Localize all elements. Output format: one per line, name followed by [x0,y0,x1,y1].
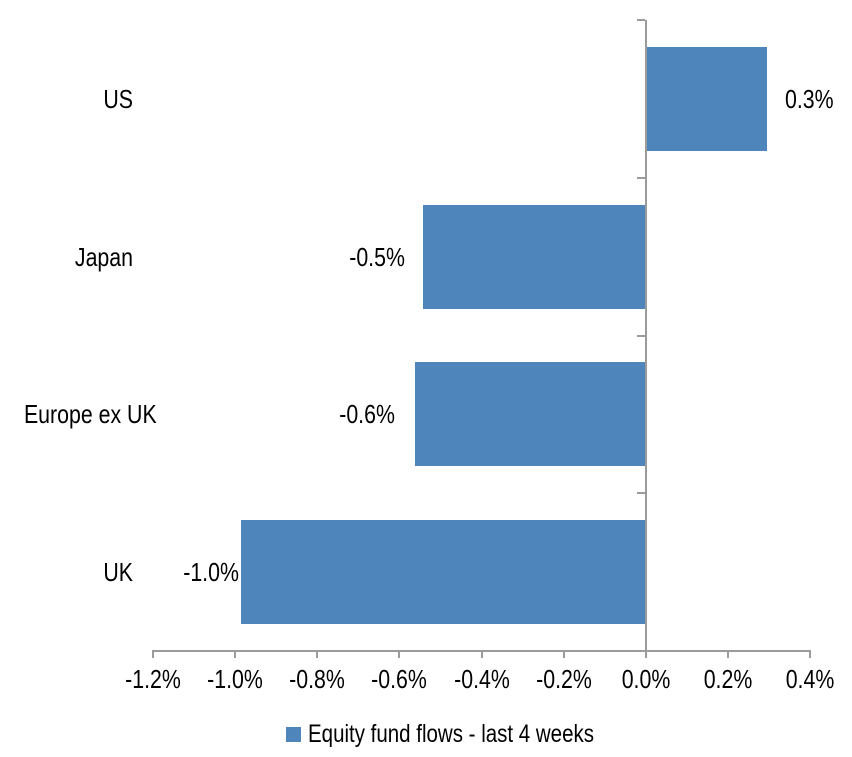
x-axis-tick [726,650,729,658]
data-label-europe-ex-uk: -0.6% [339,399,395,430]
data-label-japan: -0.5% [349,241,406,272]
x-axis-tick [398,650,401,658]
zero-baseline [644,20,647,658]
x-axis-tick [562,650,565,658]
bar-uk [241,520,646,625]
category-tick [636,492,645,495]
legend: Equity fund flows - last 4 weeks [286,719,657,749]
x-axis-tick-label: -1.0% [207,664,263,694]
x-axis-tick-label: -0.4% [453,664,510,694]
x-axis-tick-label: 0.2% [703,664,753,694]
x-axis-tick-label: -1.2% [125,664,181,694]
category-tick [636,176,645,179]
x-axis-tick-label: -0.8% [289,664,346,694]
category-label-japan: Japan [74,241,133,272]
data-label-us: 0.3% [784,83,834,114]
bar-europe-ex-uk [414,362,646,467]
category-label-us: US [103,83,133,114]
x-axis-tick [480,650,483,658]
legend-label: Equity fund flows - last 4 weeks [308,720,595,748]
category-label-uk: UK [103,557,133,588]
legend-swatch-icon [286,726,301,742]
bar-japan [423,204,646,309]
x-axis-tick [316,650,319,658]
x-axis-tick-label: 0.0% [621,664,671,694]
x-axis-tick [234,650,237,658]
x-axis-tick-label: -0.6% [371,664,428,694]
category-tick [636,334,645,337]
category-label-europe-ex-uk: Europe ex UK [23,399,157,430]
x-axis-tick [809,650,811,658]
x-axis-tick-label: 0.4% [785,664,835,694]
x-axis-tick-label: -0.2% [535,664,592,694]
x-axis-tick [152,650,154,658]
bar-us [645,46,767,151]
category-tick [636,19,645,21]
data-label-uk: -1.0% [183,557,240,588]
